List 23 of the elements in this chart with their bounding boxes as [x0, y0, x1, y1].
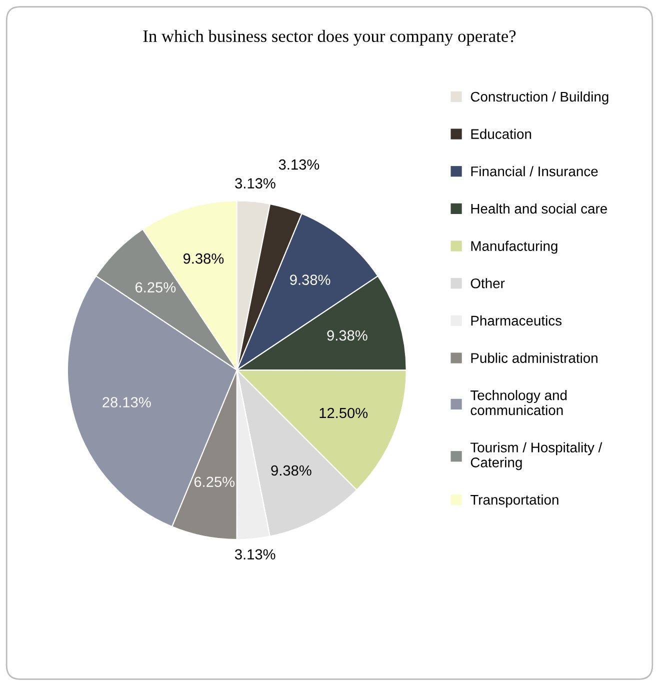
legend-label: Pharmaceutics: [471, 315, 562, 326]
legend-label: Health and social care: [471, 203, 607, 214]
data-label: 3.13%: [234, 549, 276, 560]
legend-label: Education: [471, 128, 532, 139]
data-label: 6.25%: [194, 476, 235, 488]
legend-label: Construction / Building: [470, 91, 608, 104]
data-label: 12.50%: [320, 408, 368, 418]
data-label: 3.13%: [278, 159, 320, 170]
legend-label: Transportation: [470, 494, 558, 508]
data-label: 6.25%: [135, 282, 176, 293]
legend-label: Technology and communication: [470, 390, 567, 416]
data-label: 28.13%: [102, 397, 151, 408]
legend-label: Financial / Insurance: [471, 166, 598, 176]
data-label: 3.13%: [235, 178, 276, 189]
data-label: 9.38%: [183, 253, 224, 264]
data-label: 9.38%: [327, 330, 368, 341]
legend-label: Other: [470, 278, 505, 288]
data-label: 9.38%: [271, 465, 312, 476]
legend-label: Tourism / Hospitality / Catering: [470, 442, 602, 470]
chart-title: In which business sector does your company operate?: [143, 30, 516, 46]
legend-label: Manufacturing: [471, 240, 558, 254]
data-label: 9.38%: [290, 274, 330, 285]
legend-label: Public administration: [471, 352, 598, 363]
